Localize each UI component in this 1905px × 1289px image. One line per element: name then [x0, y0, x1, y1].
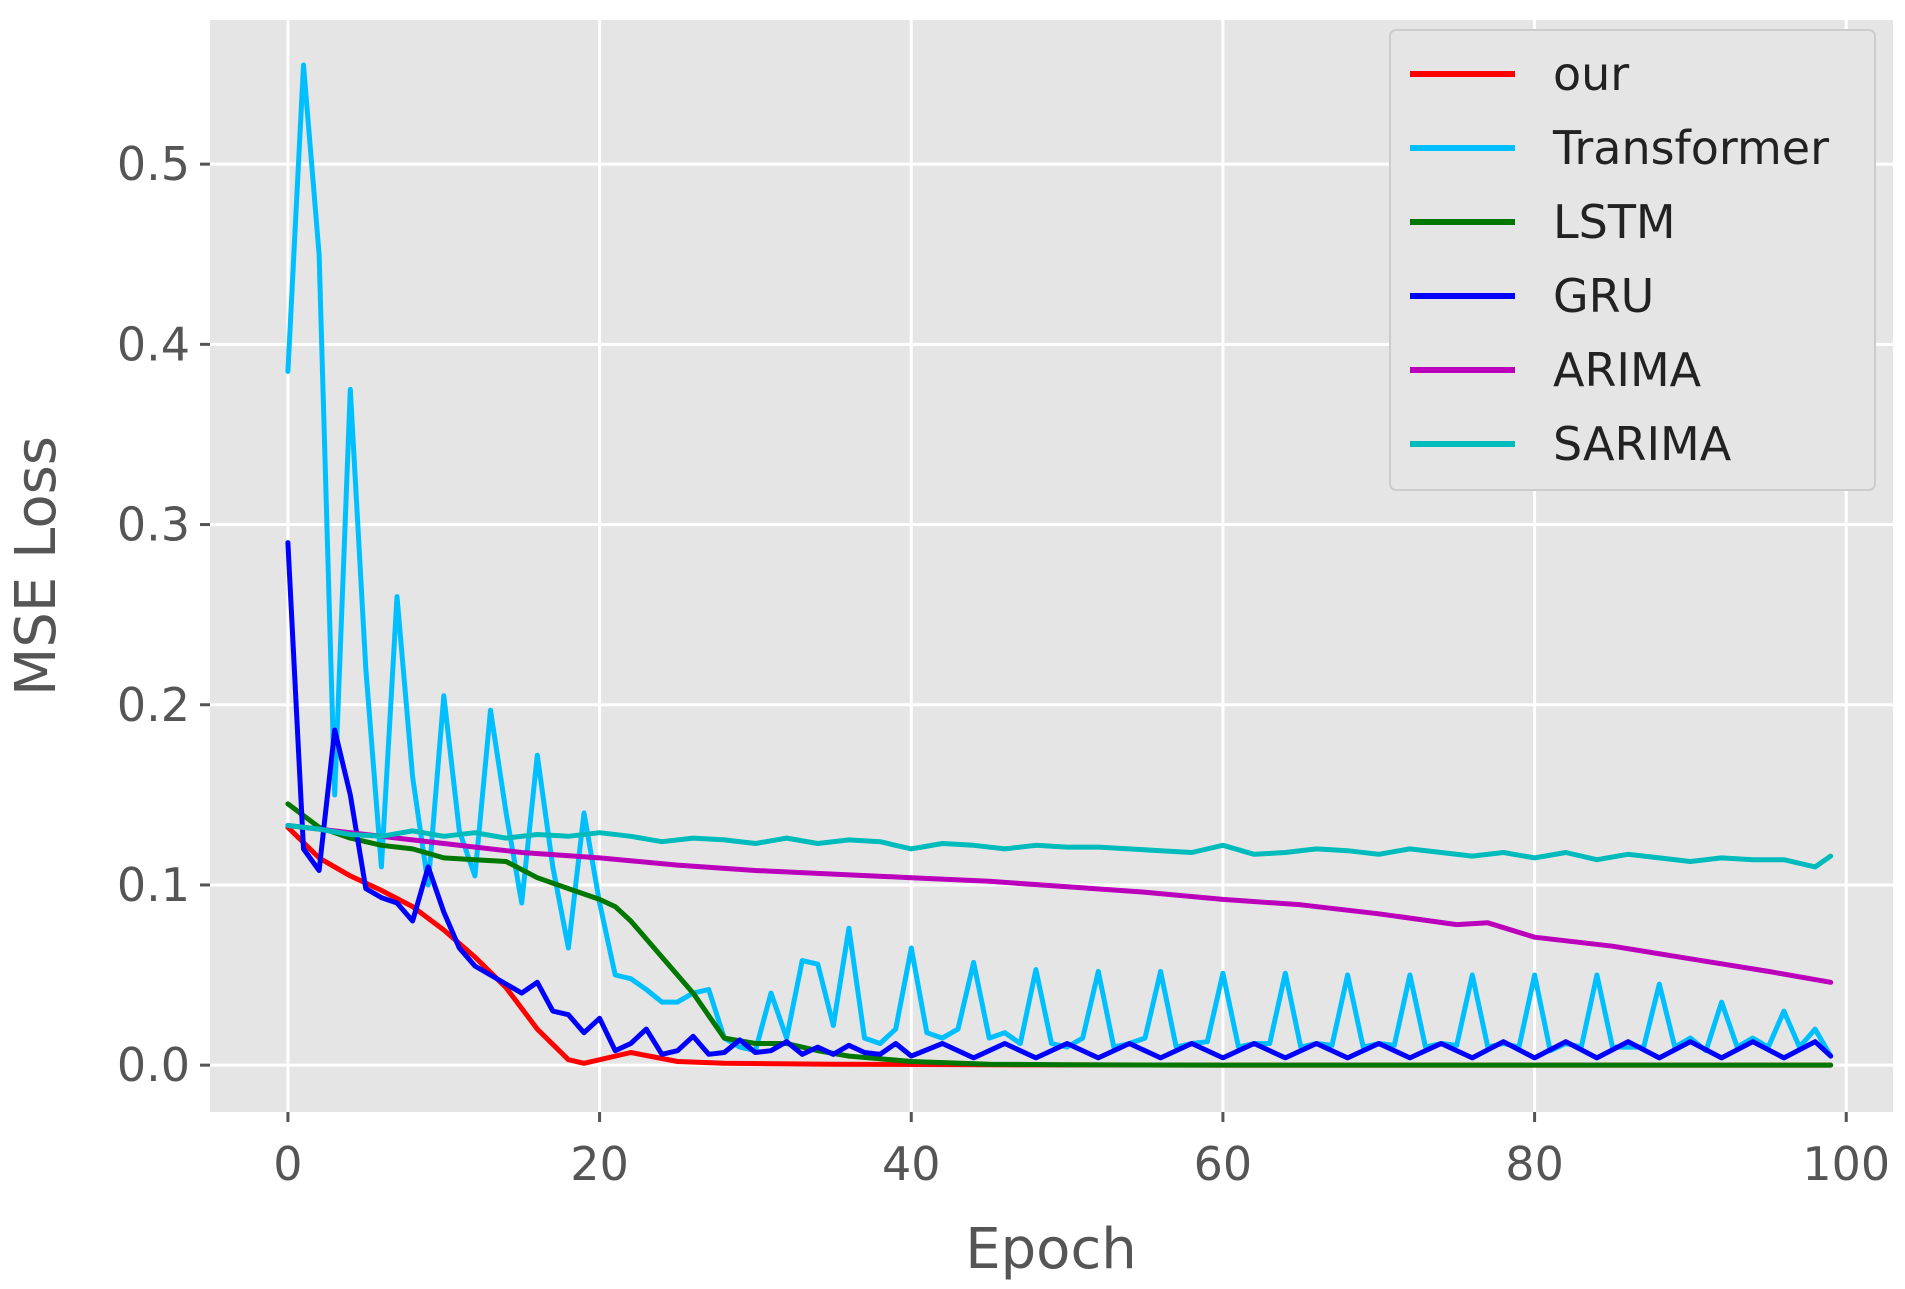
y-axis: 0.0 0.1 0.2 0.3 0.4 0.5: [117, 137, 210, 1092]
series-line-sarima: [285, 823, 1834, 870]
y-axis-title: MSE Loss: [4, 436, 69, 696]
x-tick-label: 40: [882, 1137, 941, 1191]
y-tick-label: 0.5: [117, 137, 190, 191]
x-axis-title: Epoch: [965, 1217, 1136, 1282]
series-line-gru: [285, 540, 1834, 1061]
y-tick-label: 0.0: [117, 1038, 190, 1092]
x-axis: 0 20 40 60 80 100: [273, 1112, 1890, 1191]
legend: our Transformer LSTM GRU ARIMA SARIMA: [1389, 29, 1876, 491]
legend-label-arima: ARIMA: [1553, 343, 1702, 397]
x-tick-label: 0: [273, 1137, 302, 1191]
x-tick-label: 60: [1194, 1137, 1253, 1191]
series-lines: [285, 62, 1834, 1068]
legend-label-our: our: [1553, 47, 1629, 101]
x-tick-label: 80: [1505, 1137, 1564, 1191]
y-tick-label: 0.4: [117, 317, 190, 371]
legend-label-lstm: LSTM: [1553, 195, 1676, 249]
legend-label-gru: GRU: [1553, 269, 1654, 323]
x-tick-label: 20: [570, 1137, 629, 1191]
y-tick-label: 0.3: [117, 498, 190, 552]
series-line-arima: [285, 823, 1834, 985]
legend-label-transformer: Transformer: [1552, 121, 1829, 175]
legend-label-sarima: SARIMA: [1553, 417, 1732, 471]
series-line-lstm: [285, 801, 1834, 1068]
x-tick-label: 100: [1802, 1137, 1890, 1191]
y-tick-label: 0.2: [117, 678, 190, 732]
y-tick-label: 0.1: [117, 858, 190, 912]
